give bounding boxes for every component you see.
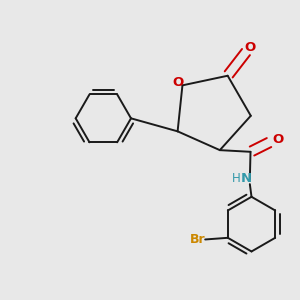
Text: O: O — [173, 76, 184, 89]
Text: O: O — [272, 133, 284, 146]
Text: N: N — [240, 172, 251, 184]
Text: O: O — [244, 41, 255, 54]
Text: H: H — [232, 172, 241, 184]
Text: Br: Br — [190, 233, 206, 246]
